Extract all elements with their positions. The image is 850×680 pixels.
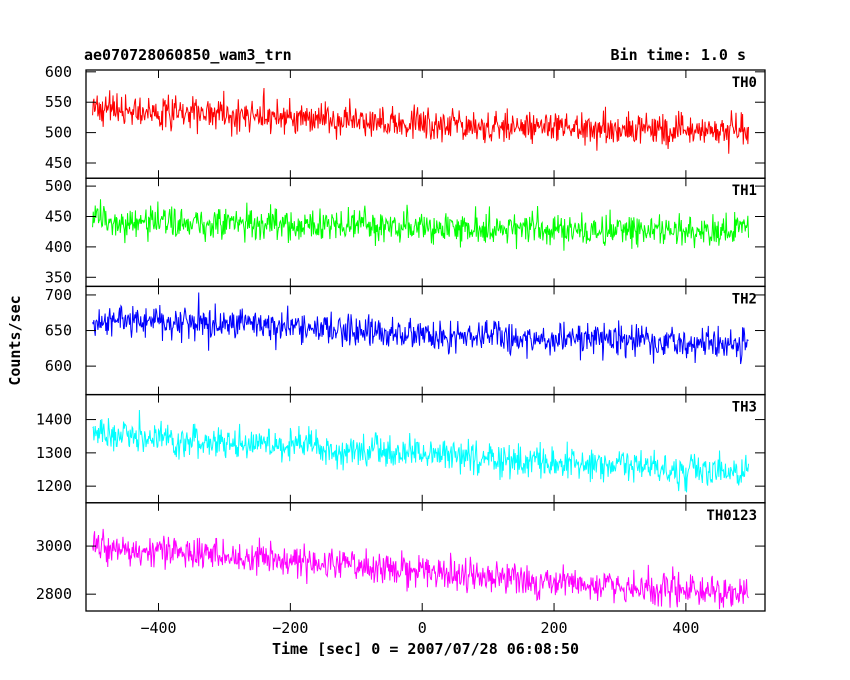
- panel-frame-th3: [85, 393, 766, 504]
- x-tick-label: −200: [272, 619, 308, 637]
- y-tick-label-th0: 500: [45, 124, 72, 142]
- x-tick-label: −400: [140, 619, 176, 637]
- x-axis-label: Time [sec] 0 = 2007/07/28 06:08:50: [272, 640, 579, 658]
- y-axis-label: Counts/sec: [6, 295, 24, 385]
- x-tick-label: 200: [541, 619, 568, 637]
- panel-frame-th2: [85, 285, 766, 396]
- x-tick-label: 400: [672, 619, 699, 637]
- y-tick-label-th2: 700: [45, 286, 72, 304]
- series-line-th2: [92, 292, 749, 365]
- y-tick-label-th3: 1300: [36, 444, 72, 462]
- series-line-th0: [92, 87, 750, 154]
- y-tick-label-th0123: 2800: [36, 585, 72, 603]
- y-tick-label-th0123: 3000: [36, 537, 72, 555]
- y-tick-label-th0: 450: [45, 154, 72, 172]
- series-line-th1: [92, 199, 750, 251]
- bin-time-label: Bin time: 1.0 s: [610, 46, 746, 64]
- y-tick-label-th1: 500: [45, 177, 72, 195]
- y-tick-label-th3: 1400: [36, 411, 72, 429]
- y-tick-label-th3: 1200: [36, 477, 72, 495]
- y-tick-label-th0: 550: [45, 93, 72, 111]
- chart-title: ae070728060850_wam3_trn: [84, 46, 292, 64]
- y-tick-label-th1: 450: [45, 207, 72, 225]
- y-tick-label-th0: 600: [45, 63, 72, 81]
- y-tick-label-th1: 350: [45, 268, 72, 286]
- y-tick-label-th2: 650: [45, 322, 72, 340]
- y-tick-label-th1: 400: [45, 238, 72, 256]
- x-tick-label: 0: [418, 619, 427, 637]
- series-label-th1: TH1: [732, 183, 757, 199]
- series-label-th0: TH0: [732, 75, 757, 91]
- series-label-th2: TH2: [732, 291, 757, 307]
- series-label-th3: TH3: [732, 400, 757, 416]
- series-label-th0123: TH0123: [706, 508, 757, 524]
- series-line-th3: [92, 410, 750, 493]
- series-line-th0123: [92, 528, 749, 610]
- y-tick-label-th2: 600: [45, 357, 72, 375]
- panel-frame-th0123: [85, 502, 766, 612]
